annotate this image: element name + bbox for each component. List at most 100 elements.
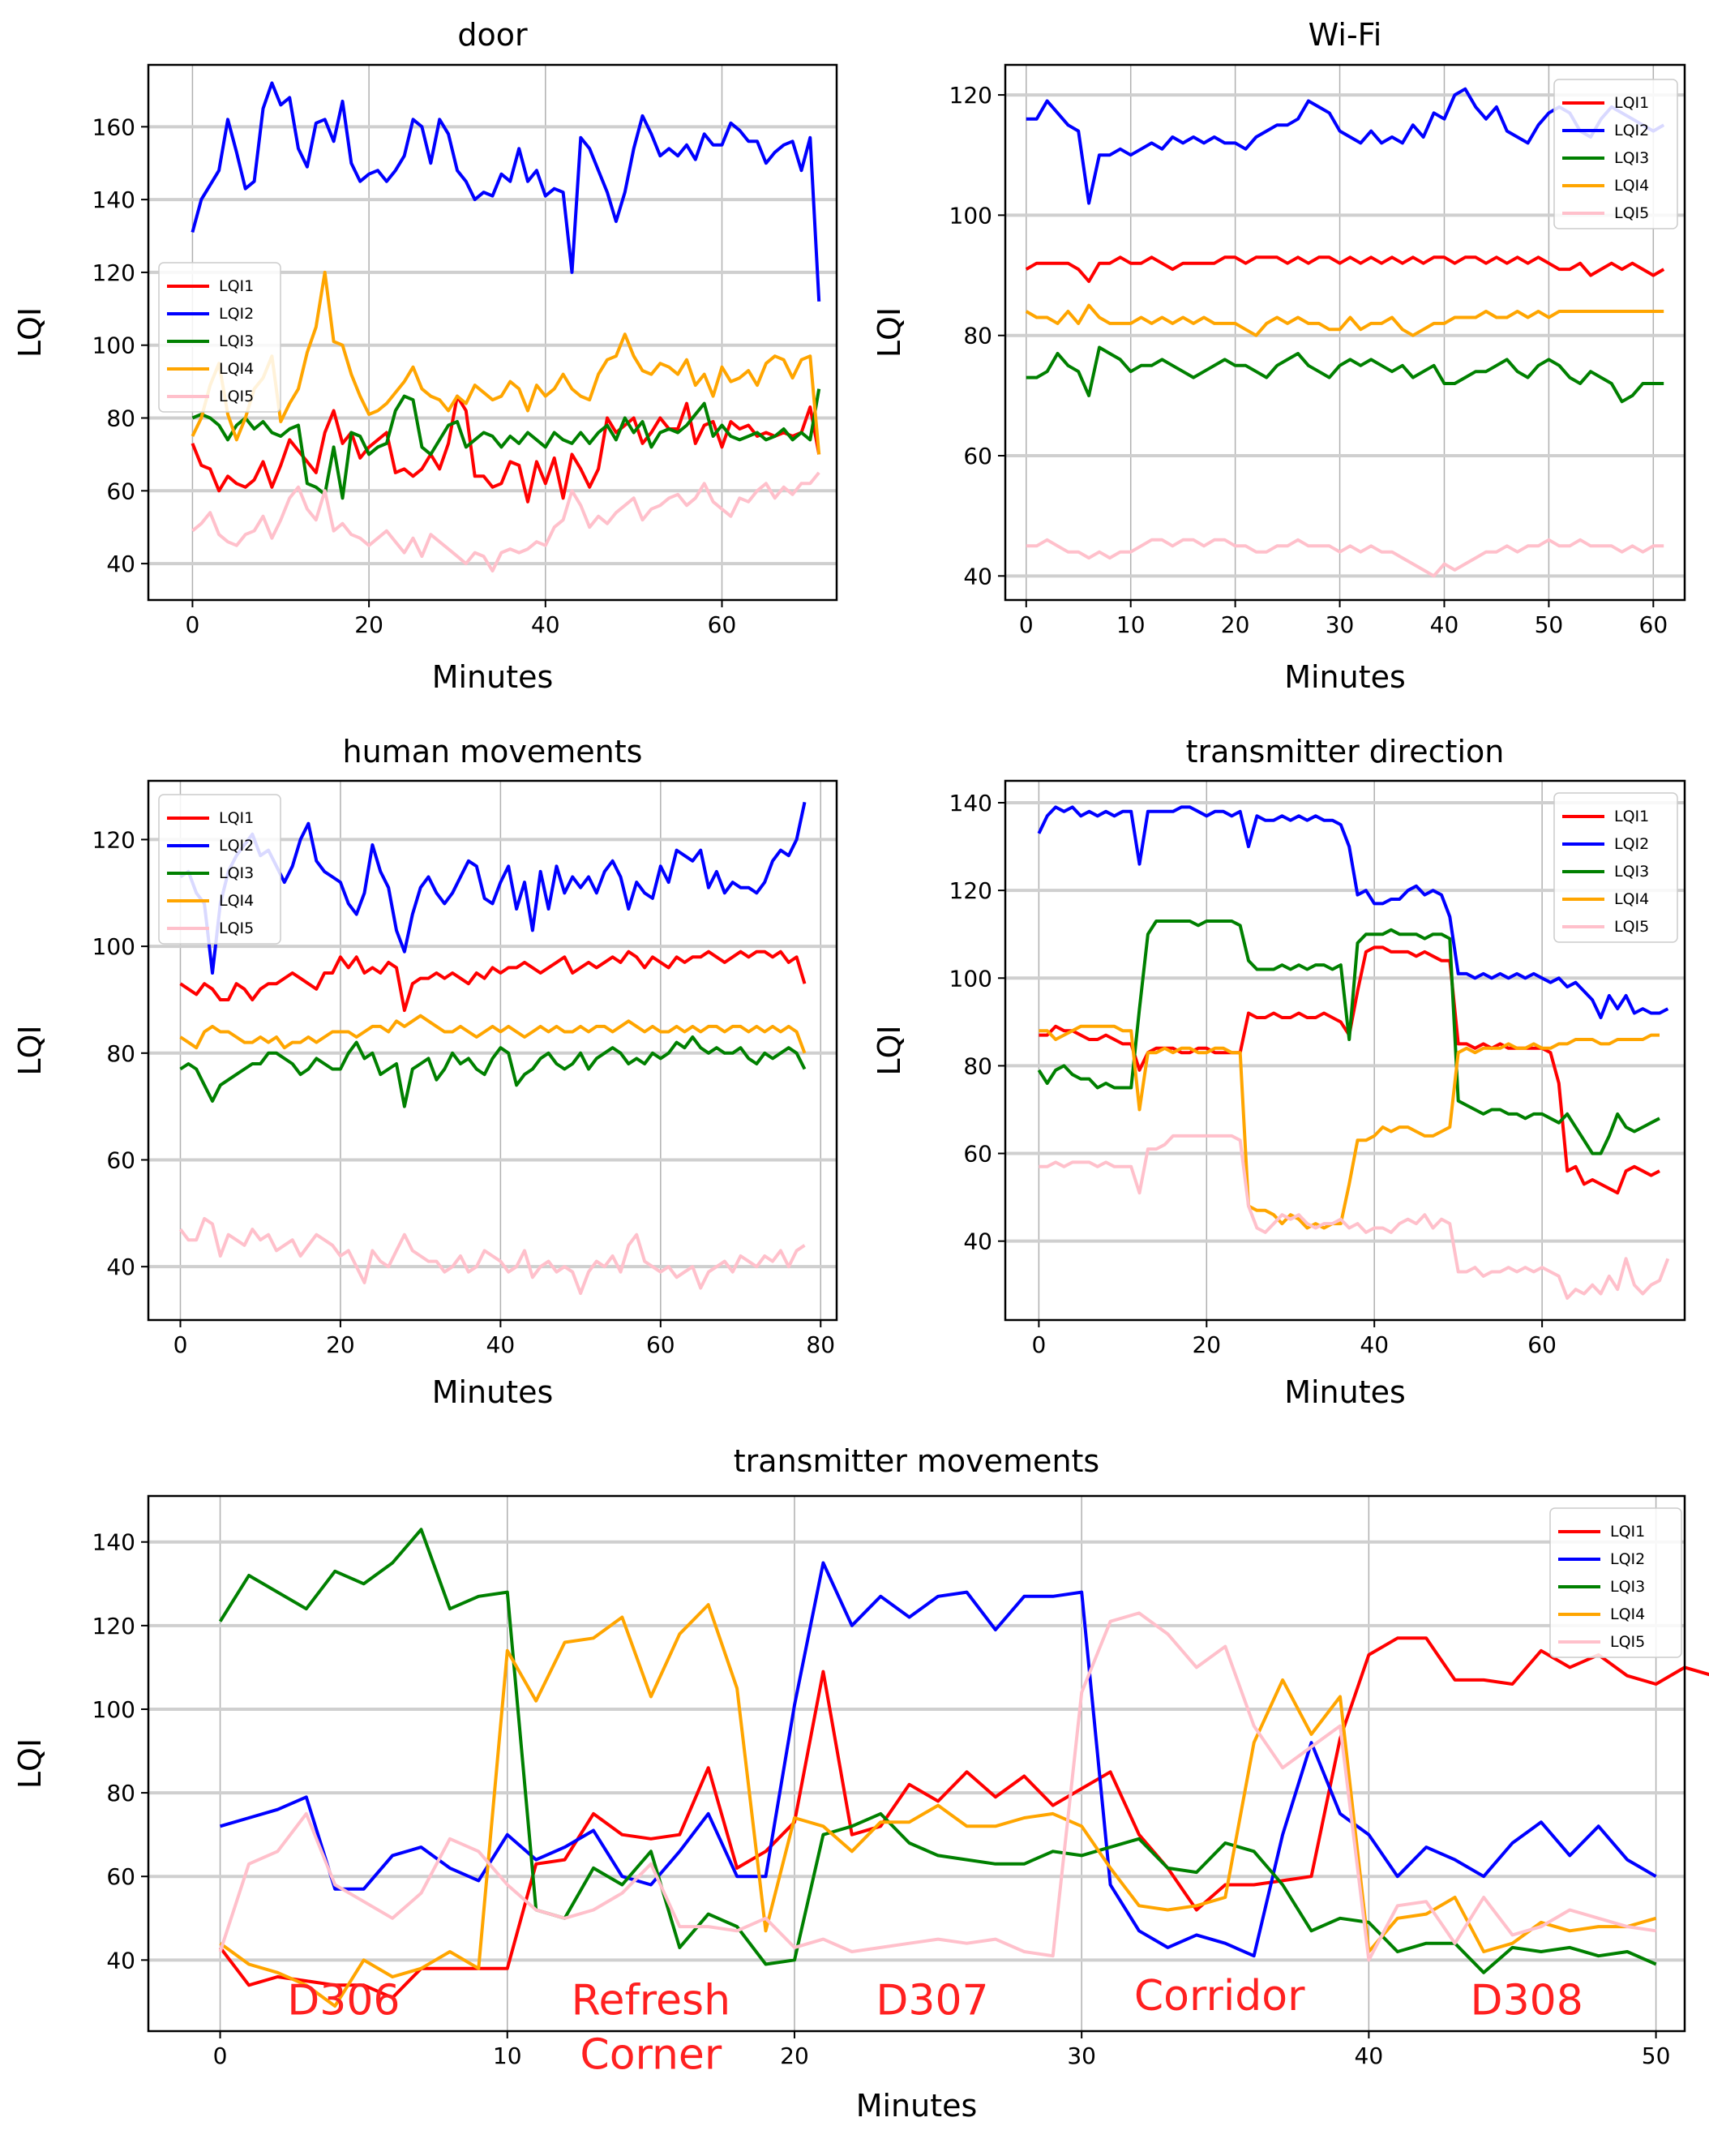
legend-label-lqi4: LQI4 [1614, 177, 1649, 195]
series-line-lqi5 [218, 1611, 1656, 1962]
y-axis-label: LQI [12, 1738, 48, 1789]
legend-label-lqi3: LQI3 [1614, 149, 1649, 167]
y-tick-label: 40 [106, 551, 135, 577]
y-tick-label: 160 [92, 114, 135, 140]
x-axis-label: Minutes [1284, 659, 1406, 695]
axes-frame [147, 779, 838, 1322]
legend-label-lqi4: LQI4 [1610, 1605, 1645, 1623]
x-axis-label: Minutes [856, 2088, 978, 2124]
series-line-lqi1 [179, 949, 807, 1013]
y-tick-label: 100 [949, 202, 992, 229]
y-tick-label: 80 [106, 1040, 135, 1067]
y-tick-label: 80 [963, 1052, 992, 1079]
legend-label-lqi2: LQI2 [219, 305, 254, 323]
y-tick-label: 120 [92, 1613, 135, 1640]
x-tick-label: 10 [1116, 611, 1146, 638]
y-tick-label: 60 [963, 1141, 992, 1168]
location-annotation: D307 [876, 1976, 988, 2025]
series-line-lqi5 [1026, 538, 1664, 578]
y-tick-label: 80 [963, 323, 992, 349]
x-tick-label: 20 [1192, 1331, 1221, 1358]
y-tick-label: 120 [92, 826, 135, 853]
x-axis-label: Minutes [1284, 1374, 1406, 1410]
y-tick-label: 40 [963, 563, 992, 589]
y-tick-label: 40 [106, 1947, 135, 1974]
x-tick-label: 10 [493, 2042, 522, 2069]
legend-label-lqi1: LQI1 [1610, 1523, 1645, 1541]
x-tick-label: 60 [646, 1331, 675, 1358]
y-tick-label: 100 [92, 1696, 135, 1723]
series-line-lqi3 [1037, 919, 1660, 1155]
legend-label-lqi5: LQI5 [219, 388, 254, 405]
x-tick-label: 0 [173, 1331, 188, 1358]
y-tick-label: 140 [92, 1529, 135, 1556]
axes-frame [1004, 779, 1686, 1322]
chart-title: transmitter direction [1186, 734, 1505, 769]
x-tick-label: 20 [354, 611, 383, 638]
series-line-lqi5 [178, 1216, 806, 1296]
legend-box [1549, 1507, 1682, 1658]
y-tick-label: 120 [92, 259, 135, 286]
legend-label-lqi1: LQI1 [1614, 808, 1649, 825]
legend-label-lqi2: LQI2 [1614, 122, 1649, 139]
x-tick-label: 50 [1535, 611, 1564, 638]
y-tick-label: 140 [949, 790, 992, 817]
y-tick-label: 40 [963, 1228, 992, 1255]
legend-label-lqi5: LQI5 [1610, 1633, 1645, 1651]
series-line-lqi5 [1039, 1134, 1670, 1300]
y-axis-label: LQI [12, 307, 48, 358]
legend-label-lqi5: LQI5 [1614, 918, 1649, 936]
x-tick-label: 40 [486, 1331, 516, 1358]
series-line-lqi4 [179, 1014, 807, 1054]
x-tick-label: 20 [326, 1331, 355, 1358]
x-tick-label: 30 [1326, 611, 1355, 638]
series-line-lqi5 [191, 471, 820, 573]
chart-title: Wi-Fi [1309, 17, 1382, 53]
axes-frame [147, 63, 838, 602]
location-annotation: Corridor [1134, 1972, 1305, 2021]
legend-label-lqi3: LQI3 [219, 332, 254, 350]
x-axis-label: Minutes [432, 659, 554, 695]
y-axis-label: LQI [872, 307, 907, 358]
legend-label-lqi5: LQI5 [219, 919, 254, 937]
location-annotation: D306 [287, 1976, 400, 2025]
location-annotation: Refresh [572, 1976, 730, 2025]
series-line-lqi1 [219, 1636, 1709, 2000]
series-line-lqi1 [1025, 255, 1665, 283]
y-tick-label: 60 [963, 443, 992, 469]
legend-box [158, 794, 281, 945]
axes-frame [1004, 63, 1686, 602]
legend-label-lqi4: LQI4 [1614, 890, 1649, 908]
x-tick-label: 60 [1527, 1331, 1557, 1358]
x-tick-label: 80 [806, 1331, 835, 1358]
x-tick-label: 40 [1430, 611, 1459, 638]
legend-box [1553, 792, 1678, 943]
x-tick-label: 40 [531, 611, 560, 638]
x-tick-label: 40 [1355, 2042, 1384, 2069]
y-axis-label: LQI [12, 1025, 48, 1075]
chart-human-movements: 0 20 40 60 80 40 60 80 100 120 human movements Minu… [12, 734, 838, 1410]
y-tick-label: 100 [92, 933, 135, 960]
legend-label-lqi5: LQI5 [1614, 204, 1649, 222]
y-tick-label: 120 [949, 82, 992, 109]
x-tick-label: 0 [1019, 611, 1034, 638]
y-tick-label: 120 [949, 877, 992, 904]
x-tick-label: 20 [780, 2042, 809, 2069]
legend-label-lqi2: LQI2 [1614, 835, 1649, 853]
chart-title: door [457, 17, 528, 53]
chart-title: human movements [343, 734, 643, 769]
series-line-lqi4 [219, 1603, 1657, 2008]
x-axis-label: Minutes [432, 1374, 554, 1410]
x-tick-label: 60 [708, 611, 737, 638]
series-line-lqi4 [1039, 1024, 1660, 1230]
x-tick-label: 50 [1642, 2042, 1671, 2069]
legend-label-lqi3: LQI3 [1610, 1578, 1645, 1596]
chart-transmitter-direction: 0 20 40 60 40 60 80 100 120 140 transmitter direct… [872, 734, 1686, 1410]
y-tick-label: 40 [106, 1254, 135, 1280]
series-line-lqi4 [191, 270, 821, 455]
y-tick-label: 140 [92, 186, 135, 213]
series-line-lqi2 [191, 81, 821, 302]
legend-label-lqi1: LQI1 [219, 277, 254, 295]
chart-title: transmitter movements [734, 1443, 1099, 1479]
